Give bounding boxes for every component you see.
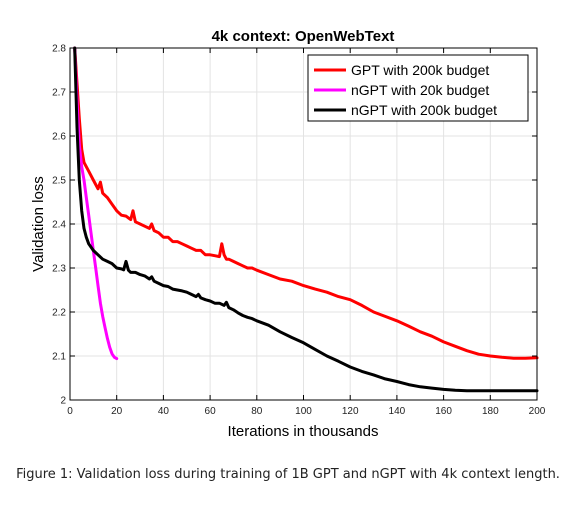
series-line-1 — [73, 46, 539, 360]
legend-label-2: nGPT with 20k budget — [351, 82, 489, 98]
x-tick-label: 160 — [435, 406, 452, 417]
x-tick-label: 120 — [342, 406, 359, 417]
y-tick-label: 2.6 — [52, 132, 66, 143]
chart-title: 4k context: OpenWebText — [212, 28, 395, 45]
x-tick-label: 0 — [67, 406, 73, 417]
x-tick-label: 40 — [158, 406, 170, 417]
legend-label-1: GPT with 200k budget — [351, 62, 489, 78]
x-tick-label: 140 — [389, 406, 406, 417]
x-tick-label: 20 — [111, 406, 123, 417]
x-tick-label: 180 — [482, 406, 499, 417]
legend-label-3: nGPT with 200k budget — [351, 102, 497, 118]
series-line-2 — [73, 46, 119, 361]
axis-ticks: 0 20 40 60 80 100 120 140 160 180 200 2 2.1 2.2 2.3 2.4… — [52, 44, 546, 418]
series-line-3 — [73, 46, 539, 393]
y-tick-label: 2 — [60, 396, 66, 407]
y-tick-label: 2.1 — [52, 352, 66, 363]
validation-loss-chart: 4k context: OpenWebText 0 20 40 60 80 100 120 1… — [30, 28, 546, 440]
x-tick-label: 100 — [295, 406, 312, 417]
y-tick-label: 2.3 — [52, 264, 66, 275]
series-lines — [73, 46, 539, 393]
y-tick-label: 2.7 — [52, 88, 66, 99]
x-tick-label: 80 — [251, 406, 263, 417]
x-tick-label: 60 — [205, 406, 217, 417]
y-tick-label: 2.8 — [52, 44, 66, 55]
y-tick-label: 2.4 — [52, 220, 66, 231]
figure-caption: Figure 1: Validation loss during trainin… — [16, 467, 560, 482]
legend: GPT with 200k budget nGPT with 20k budget… — [307, 54, 529, 122]
y-axis-label: Validation loss — [30, 176, 47, 272]
y-tick-label: 2.5 — [52, 176, 66, 187]
x-axis-label: Iterations in thousands — [228, 423, 379, 440]
x-tick-label: 200 — [529, 406, 546, 417]
y-tick-label: 2.2 — [52, 308, 66, 319]
